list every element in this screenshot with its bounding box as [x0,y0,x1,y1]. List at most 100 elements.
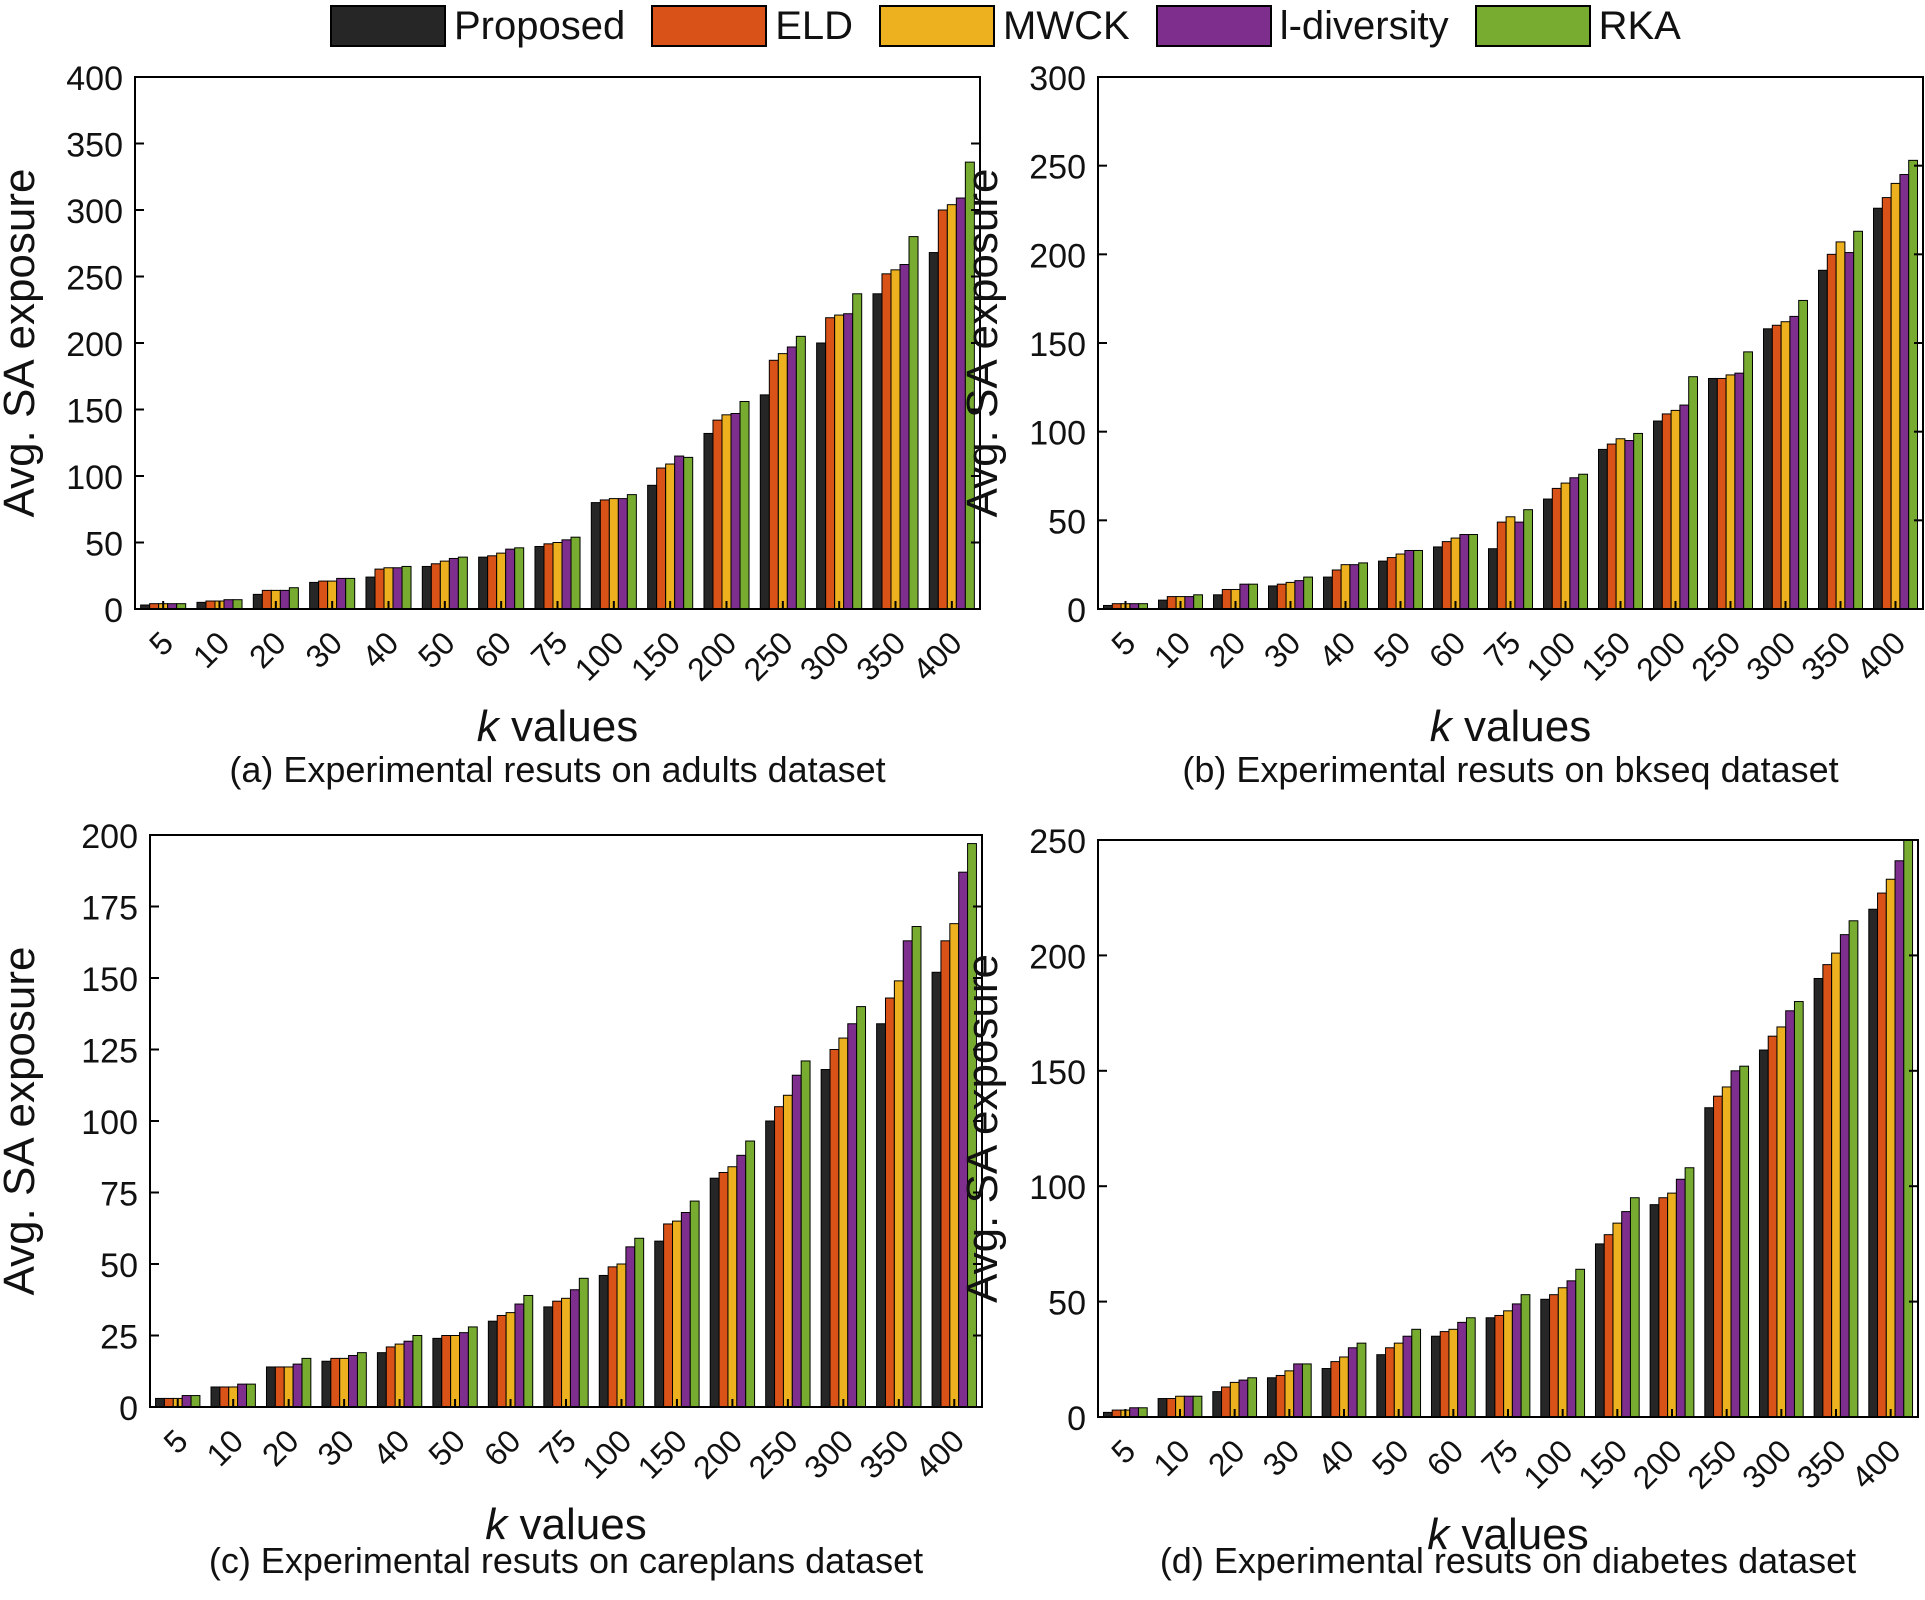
bar-proposed-k250 [765,1120,776,1408]
legend-swatch [879,5,996,47]
bar-proposed-k10 [210,1386,221,1408]
bar-mwck-k300 [834,314,845,610]
bar-l-diversity-k300 [1785,1010,1795,1418]
x-tick-label: 200 [1629,624,1692,687]
bar-proposed-k60 [1430,1335,1441,1418]
x-tick-label: 50 [421,1422,472,1473]
bar-l-diversity-k75 [561,539,572,610]
bar-eld-k30 [318,580,329,610]
x-axis-label: k values [1427,1510,1588,1559]
bar-l-diversity-k40 [1349,564,1360,610]
x-tick-label: 300 [797,1422,860,1485]
bar-eld-k150 [1606,443,1617,610]
bar-eld-k400 [940,940,951,1408]
bar-eld-k350 [1826,253,1837,610]
x-tick-label: 300 [793,624,856,687]
bar-eld-k300 [1771,324,1782,610]
bar-proposed-k75 [534,545,545,610]
bar-rka-k20 [1247,1377,1258,1418]
bar-rka-k40 [1356,1342,1367,1418]
bar-mwck-k60 [496,552,507,610]
bar-mwck-k150 [1615,438,1626,610]
bar-proposed-k400 [1868,908,1879,1418]
bar-rka-k20 [288,587,299,610]
bar-rka-k250 [800,1060,811,1408]
bar-eld-k150 [656,467,667,610]
bar-l-diversity-k60 [1457,1321,1467,1418]
bar-eld-k50 [1385,1347,1395,1418]
bar-l-diversity-k150 [680,1212,691,1408]
bar-eld-k5 [1111,1409,1122,1418]
bar-rka-k30 [345,577,356,610]
bar-proposed-k100 [1543,498,1553,610]
bar-rka-k10 [1193,594,1203,610]
bar-eld-k50 [430,563,441,610]
bar-eld-k60 [1439,1331,1450,1418]
x-axis-label-variable: k [1430,702,1454,751]
x-tick-label: 100 [1519,624,1582,687]
legend-item-mwck: MWCK [879,4,1130,49]
bar-mwck-k250 [1721,1086,1732,1418]
bar-proposed-k300 [1758,1049,1769,1418]
bar-proposed-k250 [1704,1107,1715,1418]
bar-eld-k30 [1276,583,1287,610]
bar-l-diversity-k20 [279,589,290,610]
bar-rka-k60 [1468,534,1479,610]
x-tick-label: 5 [1104,1432,1142,1470]
bar-rka-k30 [1301,1363,1312,1418]
y-tick-label: 150 [1029,1054,1086,1092]
x-tick-label: 200 [680,624,743,687]
bar-eld-k200 [718,1171,729,1408]
x-axis-label-text: values [1449,1510,1588,1559]
bar-mwck-k150 [1612,1222,1623,1418]
x-tick-label: 250 [1680,1432,1743,1495]
bar-eld-k60 [496,1314,507,1408]
bar-l-diversity-k10 [223,599,234,610]
bar-proposed-k40 [1321,1368,1332,1418]
x-tick-label: 30 [1256,1432,1307,1483]
bar-eld-k200 [1658,1197,1669,1418]
x-tick-label: 5 [1104,624,1142,662]
bar-l-diversity-k400 [1899,174,1910,610]
bar-proposed-k75 [1488,548,1498,610]
bar-proposed-k300 [820,1069,831,1408]
y-tick-label: 125 [81,1033,138,1071]
x-tick-label: 40 [1312,624,1363,675]
bar-l-diversity-k60 [514,1303,525,1408]
x-tick-label: 100 [1516,1432,1579,1495]
bar-rka-k75 [570,536,581,610]
bar-proposed-k200 [709,1177,720,1408]
bar-l-diversity-k300 [843,313,854,610]
bar-proposed-k20 [252,593,263,610]
x-tick-label: 75 [1477,624,1528,675]
bar-eld-k75 [1494,1314,1505,1418]
x-tick-label: 50 [1367,624,1418,675]
y-tick-label: 0 [104,592,123,630]
bar-l-diversity-k40 [403,1340,414,1408]
bar-rka-k150 [1629,1197,1640,1418]
x-tick-label: 75 [524,624,575,675]
bar-rka-k100 [634,1237,645,1408]
bar-proposed-k60 [487,1320,498,1408]
bar-l-diversity-k250 [791,1074,802,1408]
bar-l-diversity-k350 [902,940,913,1408]
x-tick-label: 200 [686,1422,749,1485]
bar-proposed-k50 [432,1337,443,1408]
x-tick-label: 150 [1574,624,1637,687]
bar-proposed-k30 [309,581,320,610]
bar-mwck-k400 [1890,182,1901,610]
y-tick-label: 100 [1029,415,1086,453]
panel-caption: (d) Experimental resuts on diabetes data… [1160,1540,1856,1581]
bar-eld-k150 [1603,1234,1614,1418]
x-axis-label: k values [477,702,638,751]
bar-eld-k250 [1716,377,1727,610]
bar-l-diversity-k20 [1238,1379,1249,1418]
bar-l-diversity-k50 [1404,549,1415,610]
bar-eld-k40 [385,1346,396,1408]
bar-l-diversity-k5 [181,1395,192,1408]
x-tick-label: 250 [1684,624,1747,687]
x-tick-label: 40 [1310,1432,1361,1483]
bar-rka-k75 [1523,509,1534,610]
bar-eld-k100 [1549,1294,1559,1418]
